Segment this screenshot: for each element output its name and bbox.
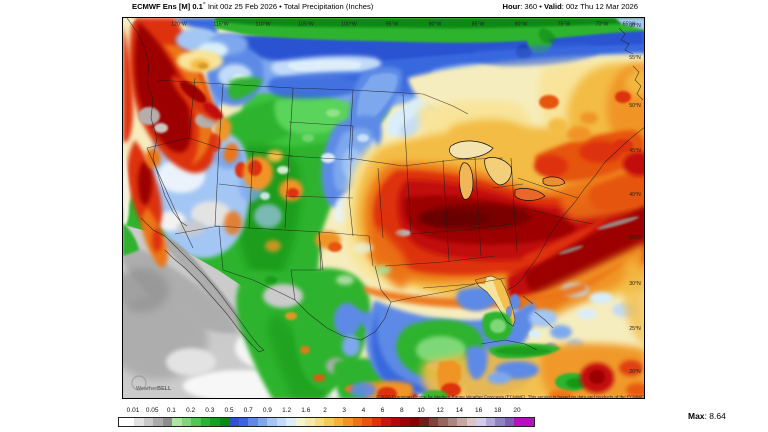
svg-text:80°W: 80°W: [515, 22, 528, 28]
svg-text:120°W: 120°W: [171, 22, 187, 28]
svg-text:30°N: 30°N: [629, 281, 641, 287]
svg-text:60°N: 60°N: [629, 23, 641, 29]
svg-text:70°W: 70°W: [596, 22, 609, 28]
svg-text:75°W: 75°W: [558, 22, 571, 28]
svg-text:95°W: 95°W: [386, 22, 399, 28]
svg-text:105°W: 105°W: [298, 22, 314, 28]
svg-text:85°W: 85°W: [472, 22, 485, 28]
svg-text:40°N: 40°N: [629, 192, 641, 198]
svg-text:90°W: 90°W: [429, 22, 442, 28]
svg-text:20°N: 20°N: [629, 369, 641, 375]
svg-text:© 2026 European Centre for Med: © 2026 European Centre for Medium-Range …: [376, 394, 644, 400]
svg-text:65°W: 65°W: [623, 22, 636, 28]
svg-text:115°W: 115°W: [213, 22, 228, 28]
svg-text:55°N: 55°N: [629, 55, 641, 61]
svg-text:45°N: 45°N: [629, 148, 641, 154]
svg-text:WeatherBELL: WeatherBELL: [136, 386, 172, 392]
svg-text:35°N: 35°N: [629, 235, 641, 241]
svg-text:100°W: 100°W: [341, 22, 357, 28]
svg-text:110°W: 110°W: [255, 22, 270, 28]
svg-text:50°N: 50°N: [629, 103, 641, 109]
svg-text:25°N: 25°N: [629, 326, 641, 332]
